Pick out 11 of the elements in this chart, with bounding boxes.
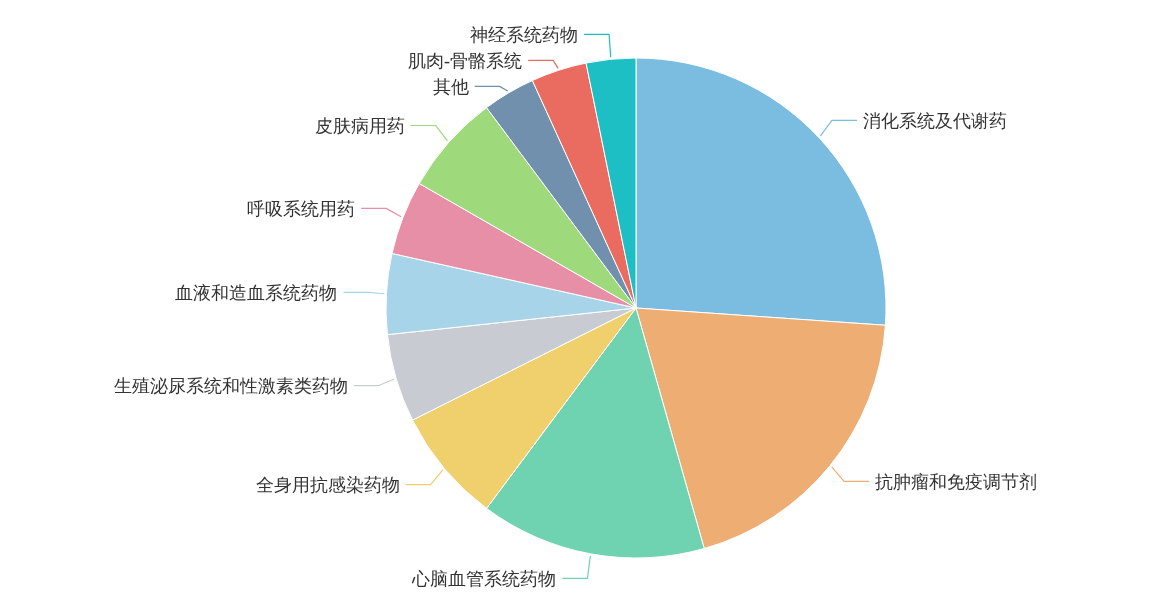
slice-label: 抗肿瘤和免疫调节剂 — [875, 470, 1038, 492]
slice-label: 全身用抗感染药物 — [255, 473, 400, 495]
slice-label: 呼吸系统用药 — [247, 197, 356, 219]
slice-label: 生殖泌尿系统和性激素类药物 — [113, 374, 348, 396]
slice-label: 神经系统药物 — [470, 23, 579, 45]
slice-label: 心脑血管系统药物 — [411, 567, 557, 589]
slice-label: 皮肤病用药 — [314, 114, 405, 136]
slice-label: 肌肉-骨骼系统 — [407, 49, 523, 71]
slice-label: 血液和造血系统药物 — [175, 281, 338, 303]
slice-label: 消化系统及代谢药 — [862, 109, 1007, 131]
slice-label: 其他 — [432, 75, 469, 97]
